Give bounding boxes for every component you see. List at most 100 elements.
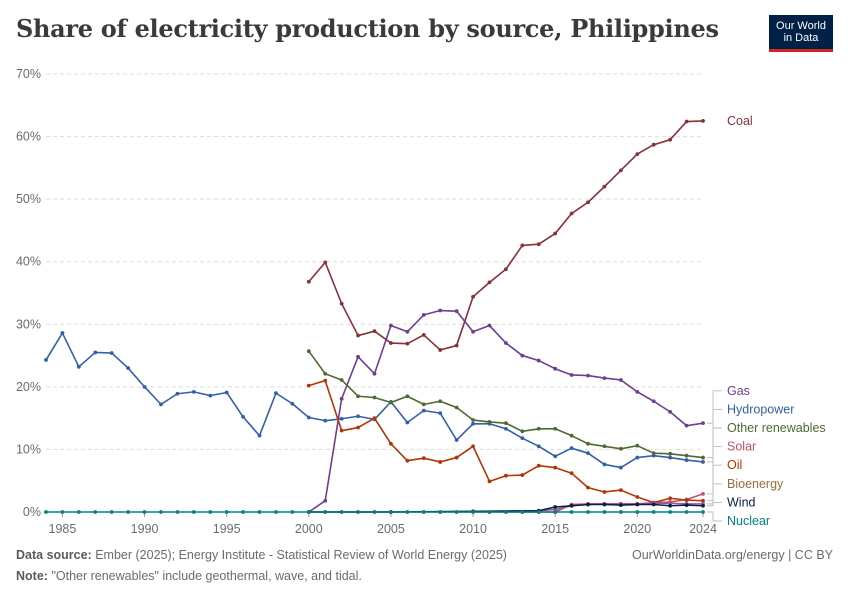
data-point [553, 510, 558, 514]
series-lines [44, 119, 705, 514]
series-coal[interactable] [306, 119, 705, 352]
data-point [602, 510, 607, 514]
series-label-text: Gas [727, 384, 750, 398]
data-point [520, 429, 525, 434]
data-point [602, 462, 607, 467]
data-point [126, 366, 131, 370]
data-point [372, 416, 377, 421]
data-point [438, 510, 443, 514]
data-point [586, 502, 590, 507]
data-point [142, 510, 147, 514]
data-point [356, 394, 360, 399]
series-label-text: Other renewables [727, 421, 826, 435]
data-point [586, 485, 590, 490]
data-point [471, 421, 475, 426]
data-point [651, 451, 656, 456]
data-point [635, 502, 640, 507]
y-tick-label: 50% [16, 192, 41, 206]
label-connector [707, 511, 722, 522]
data-point [339, 301, 344, 306]
data-point [602, 376, 607, 380]
data-point [536, 463, 541, 468]
data-point [569, 510, 574, 514]
data-point [586, 510, 590, 514]
source-label: Data source: [16, 548, 92, 562]
data-point [635, 455, 640, 460]
data-point [684, 503, 689, 508]
data-point [569, 446, 574, 451]
owid-logo[interactable]: Our World in Data [769, 15, 833, 52]
data-point [109, 510, 114, 514]
data-point [405, 420, 410, 425]
data-point [421, 402, 426, 407]
data-point [421, 313, 426, 317]
series-label-text: Hydropower [727, 402, 794, 416]
data-point [438, 308, 443, 313]
series-nuclear[interactable] [44, 510, 705, 514]
data-point [668, 503, 673, 508]
data-point [76, 364, 81, 369]
data-point [372, 510, 377, 514]
data-point [471, 294, 475, 299]
data-point [454, 438, 459, 442]
data-point [438, 348, 443, 352]
data-point [438, 460, 443, 464]
data-point [701, 421, 705, 426]
data-point [93, 350, 98, 355]
series-label-text: Oil [727, 458, 742, 472]
data-point [241, 414, 246, 419]
data-point [504, 341, 508, 345]
data-point [454, 510, 459, 514]
data-point [635, 510, 640, 514]
data-point [356, 414, 360, 419]
data-point [668, 455, 673, 460]
data-point [454, 405, 459, 410]
data-point [60, 510, 65, 514]
data-point [536, 510, 541, 514]
series-oil[interactable] [306, 378, 705, 505]
x-tick-label: 2015 [541, 522, 569, 536]
data-point [109, 351, 114, 355]
note-text: "Other renewables" include geothermal, w… [51, 569, 362, 583]
data-point [618, 503, 623, 508]
y-axis-tick-labels: 0% 10% 20% 30% 40% 50% 60% 70% [16, 67, 41, 519]
data-point [389, 510, 393, 514]
data-point [618, 168, 623, 173]
label-connector [707, 427, 722, 459]
series-hydropower[interactable] [44, 331, 705, 470]
data-point [175, 391, 180, 396]
x-tick-label: 1995 [213, 522, 241, 536]
series-gas[interactable] [306, 308, 705, 514]
data-point [405, 458, 410, 463]
data-point [569, 433, 574, 438]
series-label-text: Nuclear [727, 514, 770, 528]
data-point [520, 353, 525, 358]
data-point [76, 510, 81, 514]
data-point [471, 418, 475, 422]
note-label: Note: [16, 569, 48, 583]
data-point [701, 498, 705, 503]
data-point [504, 267, 508, 272]
logo-line-2: in Data [783, 32, 819, 44]
data-point [454, 455, 459, 460]
data-point [618, 465, 623, 470]
x-tick-label: 2000 [295, 522, 323, 536]
data-point [257, 433, 262, 438]
data-point [504, 426, 508, 431]
data-point [389, 323, 393, 328]
data-point [306, 510, 311, 514]
data-point [668, 409, 673, 414]
data-point [536, 426, 541, 431]
series-other-renewables[interactable] [306, 349, 705, 460]
footer-url[interactable]: OurWorldinData.org/energy | CC BY [631, 548, 833, 562]
data-point [651, 510, 656, 514]
data-point [339, 378, 344, 382]
data-point [159, 510, 163, 514]
data-point [487, 419, 492, 424]
data-point [191, 389, 196, 394]
data-point [635, 443, 640, 448]
label-connector [707, 464, 722, 502]
x-tick-label: 2020 [623, 522, 651, 536]
y-tick-label: 20% [16, 380, 41, 394]
data-point [339, 510, 344, 514]
